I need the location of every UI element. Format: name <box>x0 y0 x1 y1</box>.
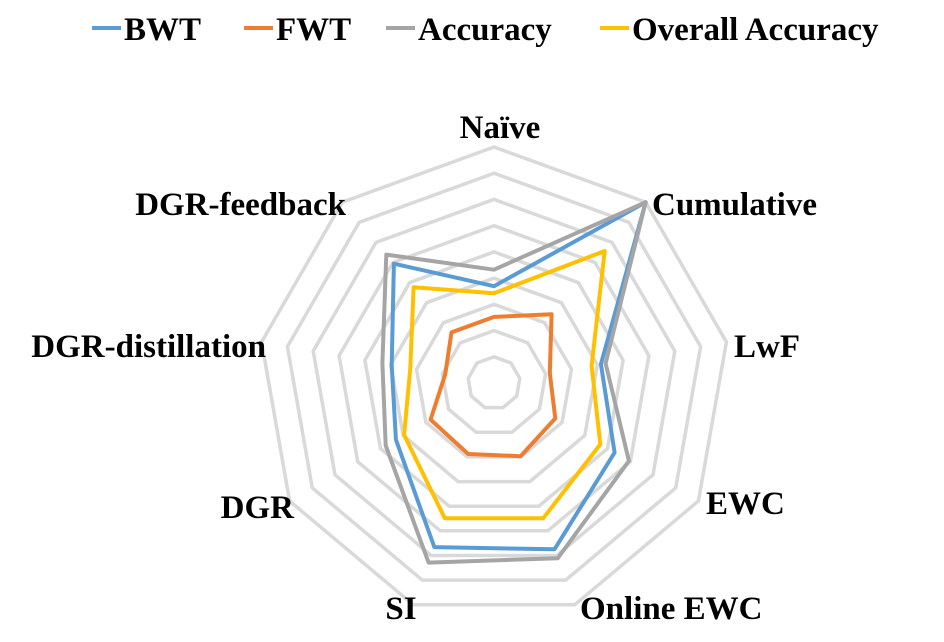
series-accuracy-line <box>380 200 648 565</box>
grid-ring-9 <box>259 145 729 607</box>
axis-label-lwf: LwF <box>734 329 800 365</box>
grid-ring-1 <box>466 354 522 410</box>
category-labels: Naïve Cumulative LwF EWC Online EWC SI DGR DGR-… <box>31 110 817 627</box>
legend-item-bwt: BWT <box>92 12 201 48</box>
axis-label-cumulative: Cumulative <box>652 187 817 223</box>
legend-item-fwt: FWT <box>244 12 351 48</box>
legend-label: Accuracy <box>418 12 552 48</box>
series-overall-accuracy-line <box>402 249 607 521</box>
axis-label-si: SI <box>385 591 416 627</box>
axis-label-online-ewc: Online EWC <box>580 591 762 627</box>
legend-label: Overall Accuracy <box>632 12 879 48</box>
axis-label-dgr: DGR <box>221 490 296 526</box>
grid-ring-2 <box>440 328 548 435</box>
axis-label-na-ve: Naïve <box>460 110 541 146</box>
grid-ring-7 <box>311 197 677 558</box>
legend-item-overall-accuracy: Overall Accuracy <box>600 12 879 48</box>
radar-series-group <box>380 200 648 565</box>
legend: BWT FWT Accuracy Overall Accuracy <box>92 12 879 48</box>
legend-label: FWT <box>276 12 351 48</box>
series-bwt-line <box>389 200 648 552</box>
grid-ring-6 <box>337 223 651 533</box>
grid-ring-4 <box>388 276 600 484</box>
legend-item-accuracy: Accuracy <box>386 12 552 48</box>
grid-ring-5 <box>363 250 625 508</box>
series-fwt-line <box>428 312 558 459</box>
axis-label-dgr-distillation: DGR-distillation <box>31 329 266 365</box>
axis-label-dgr-feedback: DGR-feedback <box>135 187 346 223</box>
radar-grid <box>259 145 729 607</box>
axis-label-ewc: EWC <box>706 486 785 522</box>
grid-ring-8 <box>285 171 703 582</box>
legend-label: BWT <box>124 12 201 48</box>
